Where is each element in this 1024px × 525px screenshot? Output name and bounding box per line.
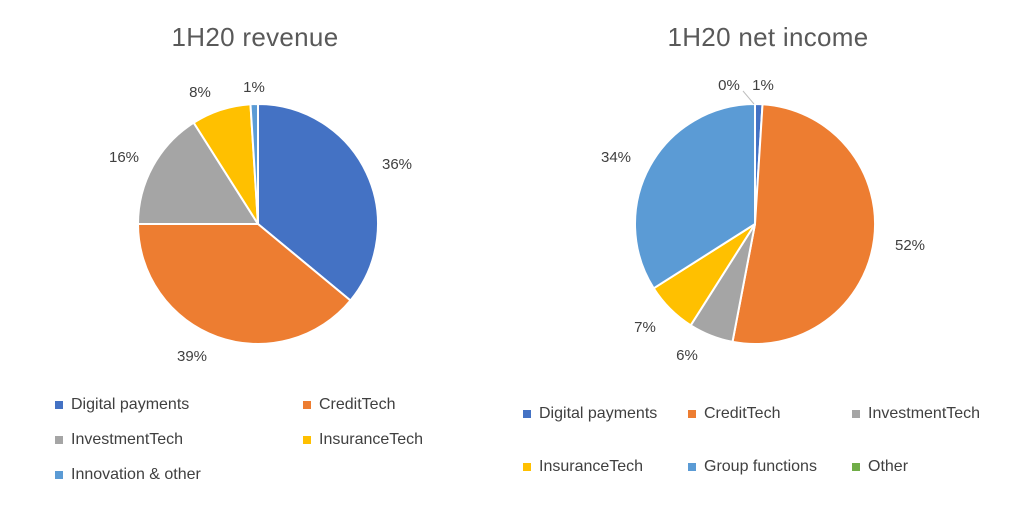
legend-swatch: [55, 471, 63, 479]
legend-item-insurancetech: InsuranceTech: [523, 458, 643, 476]
net-income-pie-chart: 1H20 net income 1% 52% 6% 7% 34% 0% Digital p…: [512, 0, 1024, 525]
legend-label: Digital payments: [71, 396, 190, 413]
legend-swatch: [303, 436, 311, 444]
legend-item-group-functions: Group functions: [688, 458, 817, 476]
leader-line-other: [742, 90, 755, 105]
legend-swatch: [852, 410, 860, 418]
legend-swatch: [303, 401, 311, 409]
data-label-insurancetech: 7%: [634, 319, 656, 336]
chart-title: 1H20 net income: [667, 22, 869, 52]
legend-item-other: Other: [852, 458, 908, 476]
legend-swatch: [852, 463, 860, 471]
chart-title: 1H20 revenue: [171, 22, 339, 52]
legend-label: Innovation & other: [71, 466, 201, 483]
revenue-pie-chart: 1H20 revenue 36% 39% 16% 8% 1% Digital payme…: [55, 22, 423, 484]
legend-swatch: [688, 463, 696, 471]
pie-slice-investmenttech: [137, 121, 259, 225]
data-label-digital-payments: 1%: [752, 77, 774, 94]
legend-item-credittech: CreditTech: [688, 405, 780, 423]
data-label-digital-payments: 36%: [382, 156, 412, 173]
pie-slice-group-functions: [634, 103, 756, 290]
pie-slice-credittech: [731, 103, 877, 345]
data-label-investmenttech: 16%: [109, 149, 139, 166]
legend-label: InvestmentTech: [868, 405, 981, 422]
legend-label: Digital payments: [539, 405, 658, 422]
pie-slice-innovation-and-other: [249, 103, 259, 225]
legend-label: InsuranceTech: [319, 431, 424, 448]
legend-label: Group functions: [704, 458, 817, 475]
pie-slice-credittech: [137, 223, 352, 345]
data-label-other: 0%: [718, 77, 740, 94]
data-label-innovation-and-other: 1%: [243, 79, 265, 96]
legend-item-digital-payments: Digital payments: [55, 396, 189, 414]
legend-label: CreditTech: [704, 405, 781, 422]
pie-area: 1% 52% 6% 7% 34% 0%: [601, 77, 925, 364]
legend-item-credittech: CreditTech: [303, 396, 395, 414]
legend-label: InvestmentTech: [71, 431, 184, 448]
legend-swatch: [55, 401, 63, 409]
data-label-insurancetech: 8%: [189, 84, 211, 101]
legend-swatch: [55, 436, 63, 444]
data-label-group-functions: 34%: [601, 149, 631, 166]
legend-swatch: [523, 410, 531, 418]
pie-area: 36% 39% 16% 8% 1%: [109, 79, 412, 365]
data-label-investmenttech: 6%: [676, 347, 698, 364]
legend-item-digital-payments: Digital payments: [523, 405, 657, 423]
legend-item-investmenttech: InvestmentTech: [55, 431, 183, 449]
legend-swatch: [688, 410, 696, 418]
pie-slice-digital-payments: [257, 103, 379, 302]
legend-label: Other: [868, 458, 909, 475]
legend-label: CreditTech: [319, 396, 396, 413]
legend-item-innovation-and-other: Innovation & other: [55, 466, 201, 484]
data-label-credittech: 52%: [895, 237, 925, 254]
legend-label: InsuranceTech: [539, 458, 644, 475]
data-label-credittech: 39%: [177, 348, 207, 365]
legend-swatch: [523, 463, 531, 471]
legend-item-investmenttech: InvestmentTech: [852, 405, 980, 423]
legend-item-insurancetech: InsuranceTech: [303, 431, 423, 449]
